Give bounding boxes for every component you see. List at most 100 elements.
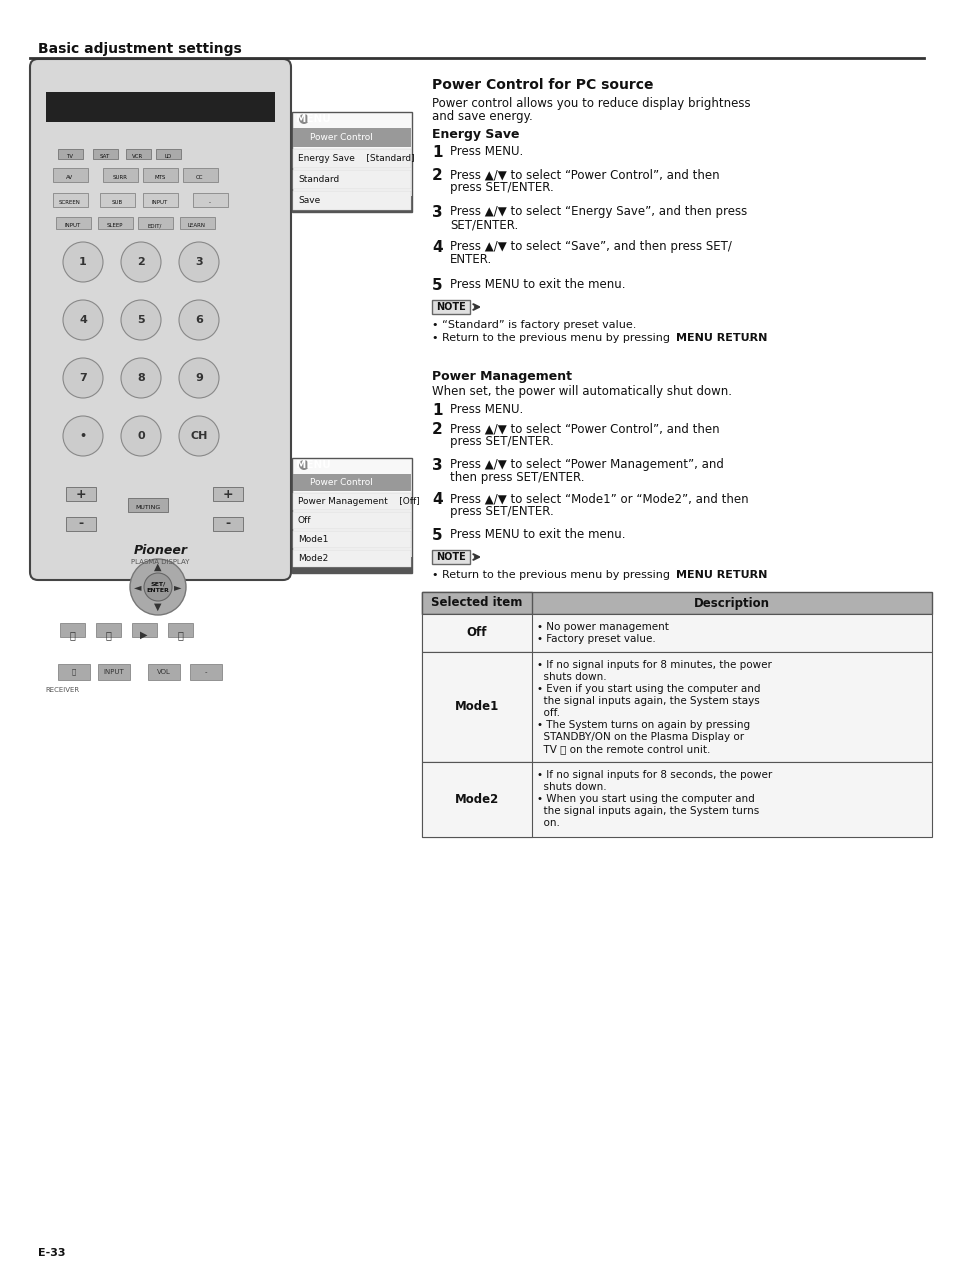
Text: PLASMA DISPLAY: PLASMA DISPLAY <box>132 560 190 565</box>
Bar <box>421 761 532 838</box>
Bar <box>100 193 135 207</box>
Circle shape <box>179 416 219 456</box>
Text: Power Management    [Off]: Power Management [Off] <box>297 497 419 506</box>
Circle shape <box>121 299 161 340</box>
Text: • When you start using the computer and: • When you start using the computer and <box>537 794 754 805</box>
Bar <box>293 511 411 529</box>
Text: SURR: SURR <box>112 175 128 180</box>
Text: Press ▲/▼ to select “Power Management”, and: Press ▲/▼ to select “Power Management”, … <box>450 458 723 471</box>
Text: ⏹: ⏹ <box>105 629 111 640</box>
Text: MTS: MTS <box>154 175 166 180</box>
Text: Power Control for PC source: Power Control for PC source <box>432 77 653 91</box>
Text: • Return to the previous menu by pressing: • Return to the previous menu by pressin… <box>432 332 673 343</box>
Bar <box>58 148 83 159</box>
Text: Mode1: Mode1 <box>297 536 328 544</box>
Circle shape <box>179 242 219 282</box>
Text: -: - <box>78 518 84 530</box>
Text: AV: AV <box>67 175 73 180</box>
Text: SET/ENTER.: SET/ENTER. <box>450 218 517 231</box>
Text: INPUT: INPUT <box>65 223 81 228</box>
Text: Power Management: Power Management <box>432 371 572 383</box>
Text: 1: 1 <box>432 404 442 418</box>
Text: Press ▲/▼ to select “Power Control”, and then: Press ▲/▼ to select “Power Control”, and… <box>450 423 719 435</box>
Bar <box>96 623 121 637</box>
Text: .: . <box>747 570 751 580</box>
Text: ▲: ▲ <box>154 562 162 572</box>
Text: ENTER.: ENTER. <box>450 253 492 266</box>
Circle shape <box>298 459 309 470</box>
Text: • Return to the previous menu by pressing: • Return to the previous menu by pressin… <box>432 570 673 580</box>
Bar <box>293 475 411 491</box>
Text: VOL: VOL <box>157 669 171 675</box>
Circle shape <box>144 574 172 602</box>
Text: INPUT: INPUT <box>152 201 168 206</box>
Text: ▼: ▼ <box>154 602 162 612</box>
Text: 2: 2 <box>432 168 442 183</box>
Text: ENTER: ENTER <box>147 589 170 594</box>
Bar <box>180 217 214 228</box>
Bar <box>56 217 91 228</box>
Text: VCR: VCR <box>132 154 144 159</box>
Bar <box>293 492 411 510</box>
Circle shape <box>63 358 103 398</box>
Text: • Factory preset value.: • Factory preset value. <box>537 634 655 643</box>
Bar <box>60 623 85 637</box>
Bar <box>148 664 180 680</box>
Text: and save energy.: and save energy. <box>432 110 532 123</box>
Text: 8: 8 <box>137 373 145 383</box>
Text: Pioneer: Pioneer <box>133 543 188 557</box>
Bar <box>421 593 931 614</box>
Text: 3: 3 <box>195 258 203 266</box>
Text: Basic adjustment settings: Basic adjustment settings <box>38 42 241 56</box>
Bar <box>421 614 532 652</box>
Circle shape <box>63 299 103 340</box>
Text: Power Control: Power Control <box>310 133 373 142</box>
Text: 5: 5 <box>137 315 145 325</box>
Text: • If no signal inputs for 8 seconds, the power: • If no signal inputs for 8 seconds, the… <box>537 770 771 780</box>
Text: .: . <box>747 332 751 343</box>
Bar <box>293 170 411 189</box>
Bar <box>292 112 412 212</box>
Text: SET/: SET/ <box>151 581 166 586</box>
Text: 7: 7 <box>79 373 87 383</box>
Bar <box>138 217 172 228</box>
Bar <box>293 549 411 567</box>
Text: Mode2: Mode2 <box>297 555 328 563</box>
Circle shape <box>63 416 103 456</box>
Text: the signal inputs again, the System stays: the signal inputs again, the System stay… <box>537 695 759 706</box>
Bar <box>126 148 151 159</box>
Bar <box>168 623 193 637</box>
Text: press SET/ENTER.: press SET/ENTER. <box>450 435 553 448</box>
Bar <box>421 652 532 761</box>
Text: MENU RETURN: MENU RETURN <box>676 570 766 580</box>
Bar <box>103 168 138 181</box>
Text: Press ▲/▼ to select “Mode1” or “Mode2”, and then: Press ▲/▼ to select “Mode1” or “Mode2”, … <box>450 492 748 505</box>
Text: Press MENU to exit the menu.: Press MENU to exit the menu. <box>450 528 625 541</box>
Bar <box>143 193 178 207</box>
Text: ◄: ◄ <box>134 582 142 593</box>
Text: Energy Save    [Standard]: Energy Save [Standard] <box>297 154 415 162</box>
Bar <box>292 195 412 212</box>
Circle shape <box>121 358 161 398</box>
Text: NOTE: NOTE <box>436 302 465 312</box>
Text: LEARN: LEARN <box>188 223 206 228</box>
Text: SAT: SAT <box>100 154 110 159</box>
Circle shape <box>130 560 186 615</box>
Bar <box>98 664 130 680</box>
Bar <box>421 593 532 614</box>
Bar <box>66 516 96 530</box>
Text: 0: 0 <box>137 431 145 442</box>
Bar <box>66 487 96 501</box>
Text: INPUT: INPUT <box>104 669 124 675</box>
Bar <box>132 623 157 637</box>
Text: Press ▲/▼ to select “Save”, and then press SET/: Press ▲/▼ to select “Save”, and then pre… <box>450 240 731 253</box>
Text: • “Standard” is factory preset value.: • “Standard” is factory preset value. <box>432 320 636 330</box>
Circle shape <box>179 299 219 340</box>
Text: TV ⏻ on the remote control unit.: TV ⏻ on the remote control unit. <box>537 744 710 754</box>
Text: 3: 3 <box>432 206 442 220</box>
Text: then press SET/ENTER.: then press SET/ENTER. <box>450 471 584 483</box>
Text: When set, the power will automatically shut down.: When set, the power will automatically s… <box>432 385 731 398</box>
Text: shuts down.: shuts down. <box>537 782 606 792</box>
Text: 5: 5 <box>432 528 442 543</box>
Text: SUB: SUB <box>112 201 122 206</box>
